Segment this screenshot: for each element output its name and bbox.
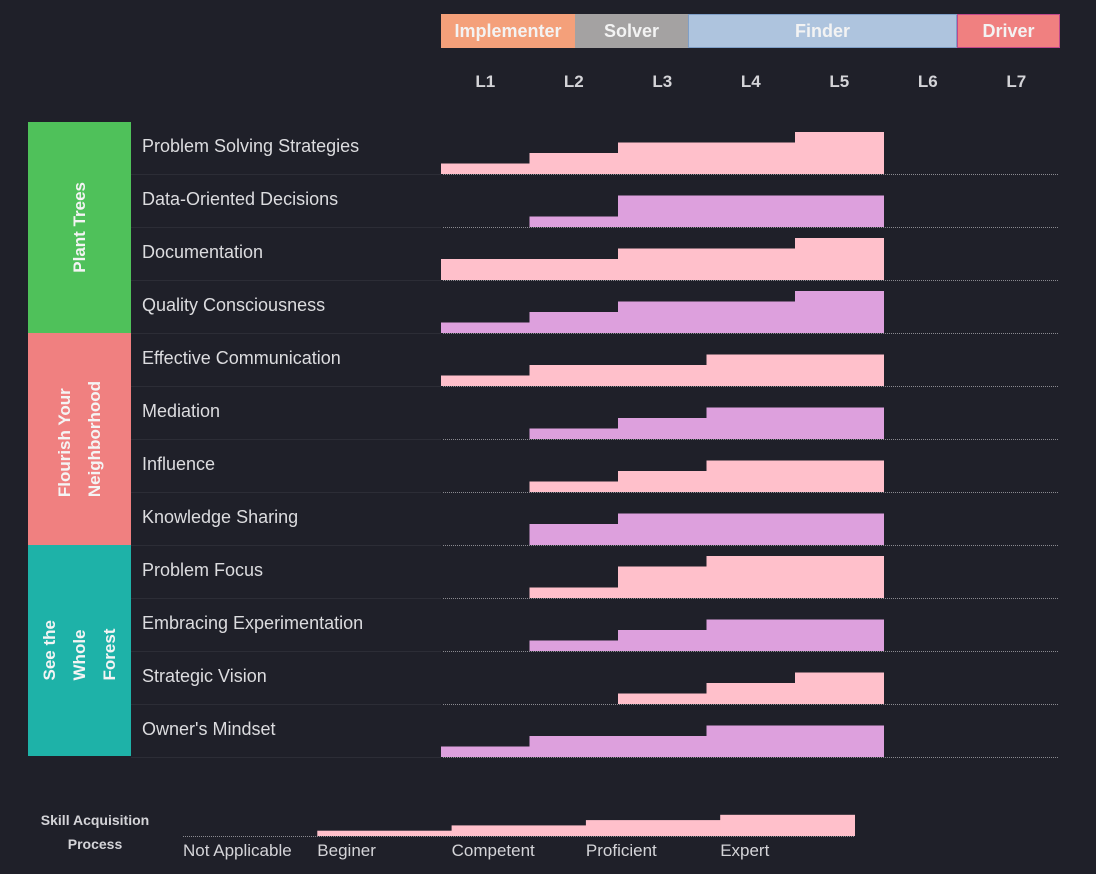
skill-label: Embracing Experimentation <box>142 613 364 633</box>
legend-step <box>451 825 587 836</box>
skill-bar <box>706 142 796 174</box>
skill-bar <box>795 460 884 492</box>
level-l5: L5 <box>829 72 850 91</box>
role-solver: Solver <box>575 14 688 48</box>
skill-label: Documentation <box>142 242 264 262</box>
legend-label: Not Applicable <box>183 841 292 860</box>
skill-label: Quality Consciousness <box>142 295 326 315</box>
skill-bar <box>795 513 884 545</box>
skill-bar <box>795 407 884 439</box>
role-implementer: Implementer <box>441 14 575 48</box>
skill-bar <box>529 153 619 174</box>
skill-label: Knowledge Sharing <box>142 507 299 527</box>
skill-bar <box>618 418 707 439</box>
skill-bar <box>706 354 796 386</box>
role-driver: Driver <box>957 14 1060 48</box>
skill-bar <box>441 322 530 333</box>
skill-bar <box>529 481 619 492</box>
skill-bar <box>529 524 619 545</box>
group-block: See the Whole Forest <box>28 545 131 756</box>
skill-label: Data-Oriented Decisions <box>142 189 339 209</box>
legend-label: Expert <box>720 841 770 860</box>
skill-bar <box>529 365 619 386</box>
skill-bar <box>706 725 796 757</box>
skill-bar <box>618 566 707 598</box>
skill-bar <box>441 163 530 174</box>
skill-bar <box>529 259 619 280</box>
skill-bar <box>529 640 619 651</box>
skill-label: Owner's Mindset <box>142 719 276 739</box>
skill-bar <box>441 259 530 280</box>
skill-bar <box>529 428 619 439</box>
skill-bar <box>706 683 796 704</box>
skill-bar <box>706 195 796 227</box>
skill-bar <box>795 619 884 651</box>
group-block: Flourish Your Neighborhood <box>28 333 131 545</box>
legend-step <box>585 820 721 836</box>
skill-bar <box>618 142 707 174</box>
skill-bar <box>795 238 884 280</box>
level-l3: L3 <box>652 72 673 91</box>
skill-bar <box>441 375 530 386</box>
group-block: Plant Trees <box>28 122 131 333</box>
skill-bar <box>529 312 619 333</box>
skill-bar <box>618 630 707 651</box>
skill-bar <box>706 248 796 280</box>
level-l2: L2 <box>563 72 584 91</box>
skill-bar <box>618 736 707 757</box>
skill-bar <box>706 460 796 492</box>
skill-bar <box>618 471 707 492</box>
skill-bar <box>529 736 619 757</box>
skill-bar <box>795 556 884 598</box>
skill-bar <box>795 725 884 757</box>
level-l4: L4 <box>740 72 761 91</box>
skill-bar <box>618 513 707 545</box>
skill-bar <box>618 301 707 333</box>
skill-label: Influence <box>142 454 216 474</box>
skill-bar <box>795 672 884 704</box>
skill-bar <box>618 195 707 227</box>
skill-bar <box>706 619 796 651</box>
skill-bar <box>795 291 884 333</box>
skill-bar <box>529 216 619 227</box>
skill-bar <box>795 195 884 227</box>
skill-bar <box>706 407 796 439</box>
skill-bar <box>795 354 884 386</box>
skill-bar <box>706 301 796 333</box>
skill-label: Effective Communication <box>142 348 341 368</box>
skill-bar <box>706 556 796 598</box>
skill-bar <box>441 746 530 757</box>
legend-label: Competent <box>451 841 535 860</box>
skill-label: Strategic Vision <box>142 666 267 686</box>
skill-bar <box>706 513 796 545</box>
skill-bar <box>618 248 707 280</box>
skill-label: Problem Focus <box>142 560 264 580</box>
level-l1: L1 <box>475 72 496 91</box>
legend-title: Skill Acquisition Process <box>40 812 150 852</box>
legend-step <box>317 830 453 836</box>
skill-label: Mediation <box>142 401 221 421</box>
skill-label: Problem Solving Strategies <box>142 136 360 156</box>
skill-bar <box>529 587 619 598</box>
level-l7: L7 <box>1006 72 1027 91</box>
role-finder: Finder <box>688 14 957 48</box>
legend-label: Proficient <box>585 841 657 860</box>
level-l6: L6 <box>917 72 938 91</box>
legend-label: Beginer <box>317 841 376 860</box>
skill-bar <box>618 365 707 386</box>
legend-step <box>720 814 855 836</box>
skill-bar <box>618 693 707 704</box>
skill-bar <box>795 132 884 174</box>
